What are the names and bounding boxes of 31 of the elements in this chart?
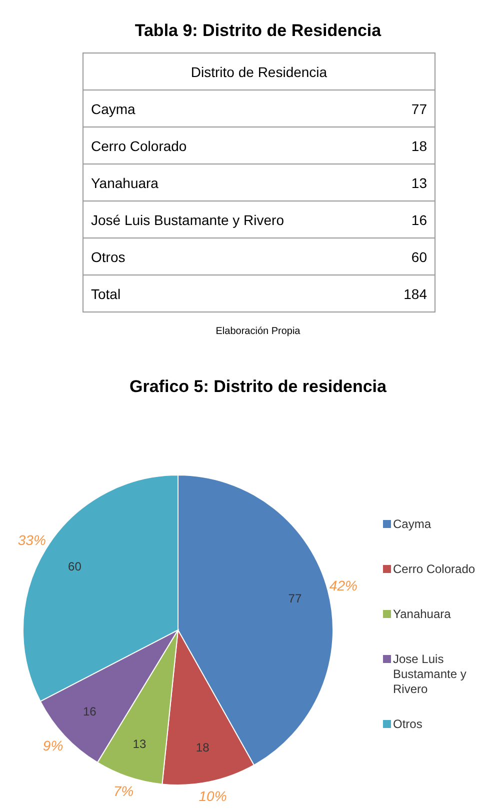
data-label: 184 (404, 286, 428, 302)
text: 33% (18, 532, 46, 548)
text: 7% (113, 782, 134, 799)
data-label: 16 (411, 212, 428, 228)
data-label: 77 (411, 101, 428, 117)
legend-label: Yanahuara (393, 607, 452, 621)
chart-title: Grafico 5: Distrito de residencia (130, 377, 388, 396)
legend-label: Jose Luis Bustamante y Rivero (393, 652, 466, 696)
data-label: 13 (411, 175, 428, 191)
category-label: Cayma (91, 101, 136, 117)
text: 42% (329, 577, 358, 594)
data-label: 18 (196, 740, 210, 755)
category-label: José Luis Bustamante y Rivero (91, 212, 284, 228)
category-label: Total (91, 286, 121, 302)
category-label: Yanahuara (91, 175, 159, 191)
text: 9% (42, 737, 64, 754)
legend-label: Cerro Colorado (393, 562, 476, 576)
text: Elaboración Propia (216, 326, 301, 337)
data-label: 16 (82, 704, 97, 719)
data-label: 60 (411, 249, 428, 265)
text: 10% (198, 788, 227, 804)
legend-label: Cayma (393, 517, 432, 531)
data-label: 18 (411, 138, 428, 154)
data-label: 13 (132, 736, 146, 751)
legend-label: Otros (393, 717, 422, 731)
text: Distrito de Residencia (190, 64, 328, 80)
text: Tabla 9: Distrito de Residencia (134, 21, 382, 40)
data-label: 77 (288, 592, 302, 606)
category-label: Cerro Colorado (91, 138, 187, 154)
data-label: 60 (68, 559, 82, 574)
category-label: Otros (91, 249, 126, 265)
